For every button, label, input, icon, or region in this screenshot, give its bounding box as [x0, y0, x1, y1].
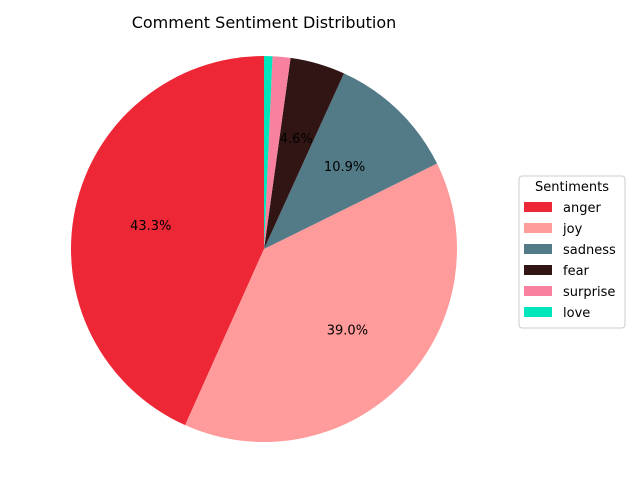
- pie-slice-love: [264, 56, 273, 249]
- legend-title: Sentiments: [535, 180, 609, 195]
- pie-slice-anger: [70, 56, 265, 426]
- pct-label-fear: 4.6%: [280, 132, 313, 147]
- pie-slice-sadness: [264, 73, 438, 249]
- pct-label-joy: 39.0%: [327, 323, 368, 338]
- legend-label-love: love: [563, 306, 590, 321]
- legend-label-sadness: sadness: [563, 243, 616, 258]
- pie-slice-joy: [185, 163, 457, 442]
- legend: Sentiments anger joy sadness fear surprise lo…: [518, 175, 626, 329]
- pct-label-anger: 43.3%: [130, 219, 171, 234]
- legend-label-fear: fear: [563, 264, 590, 279]
- legend-swatch-surprise: [524, 286, 552, 296]
- chart-title: Comment Sentiment Distribution: [132, 13, 397, 32]
- legend-swatch-sadness: [524, 244, 552, 254]
- pie-slices: [70, 56, 457, 442]
- pie-slice-surprise: [264, 56, 291, 249]
- legend-label-surprise: surprise: [563, 285, 615, 300]
- legend-items: anger joy sadness fear surprise love: [524, 201, 616, 321]
- legend-swatch-fear: [524, 265, 552, 275]
- legend-swatch-joy: [524, 223, 552, 233]
- legend-swatch-love: [524, 307, 552, 317]
- percentage-labels: 43.3% 39.0% 10.9% 4.6%: [130, 132, 368, 339]
- pie-slice-fear: [264, 57, 344, 250]
- legend-swatch-anger: [524, 202, 552, 212]
- pct-label-sadness: 10.9%: [324, 160, 365, 175]
- legend-label-joy: joy: [562, 222, 583, 237]
- legend-label-anger: anger: [563, 201, 601, 216]
